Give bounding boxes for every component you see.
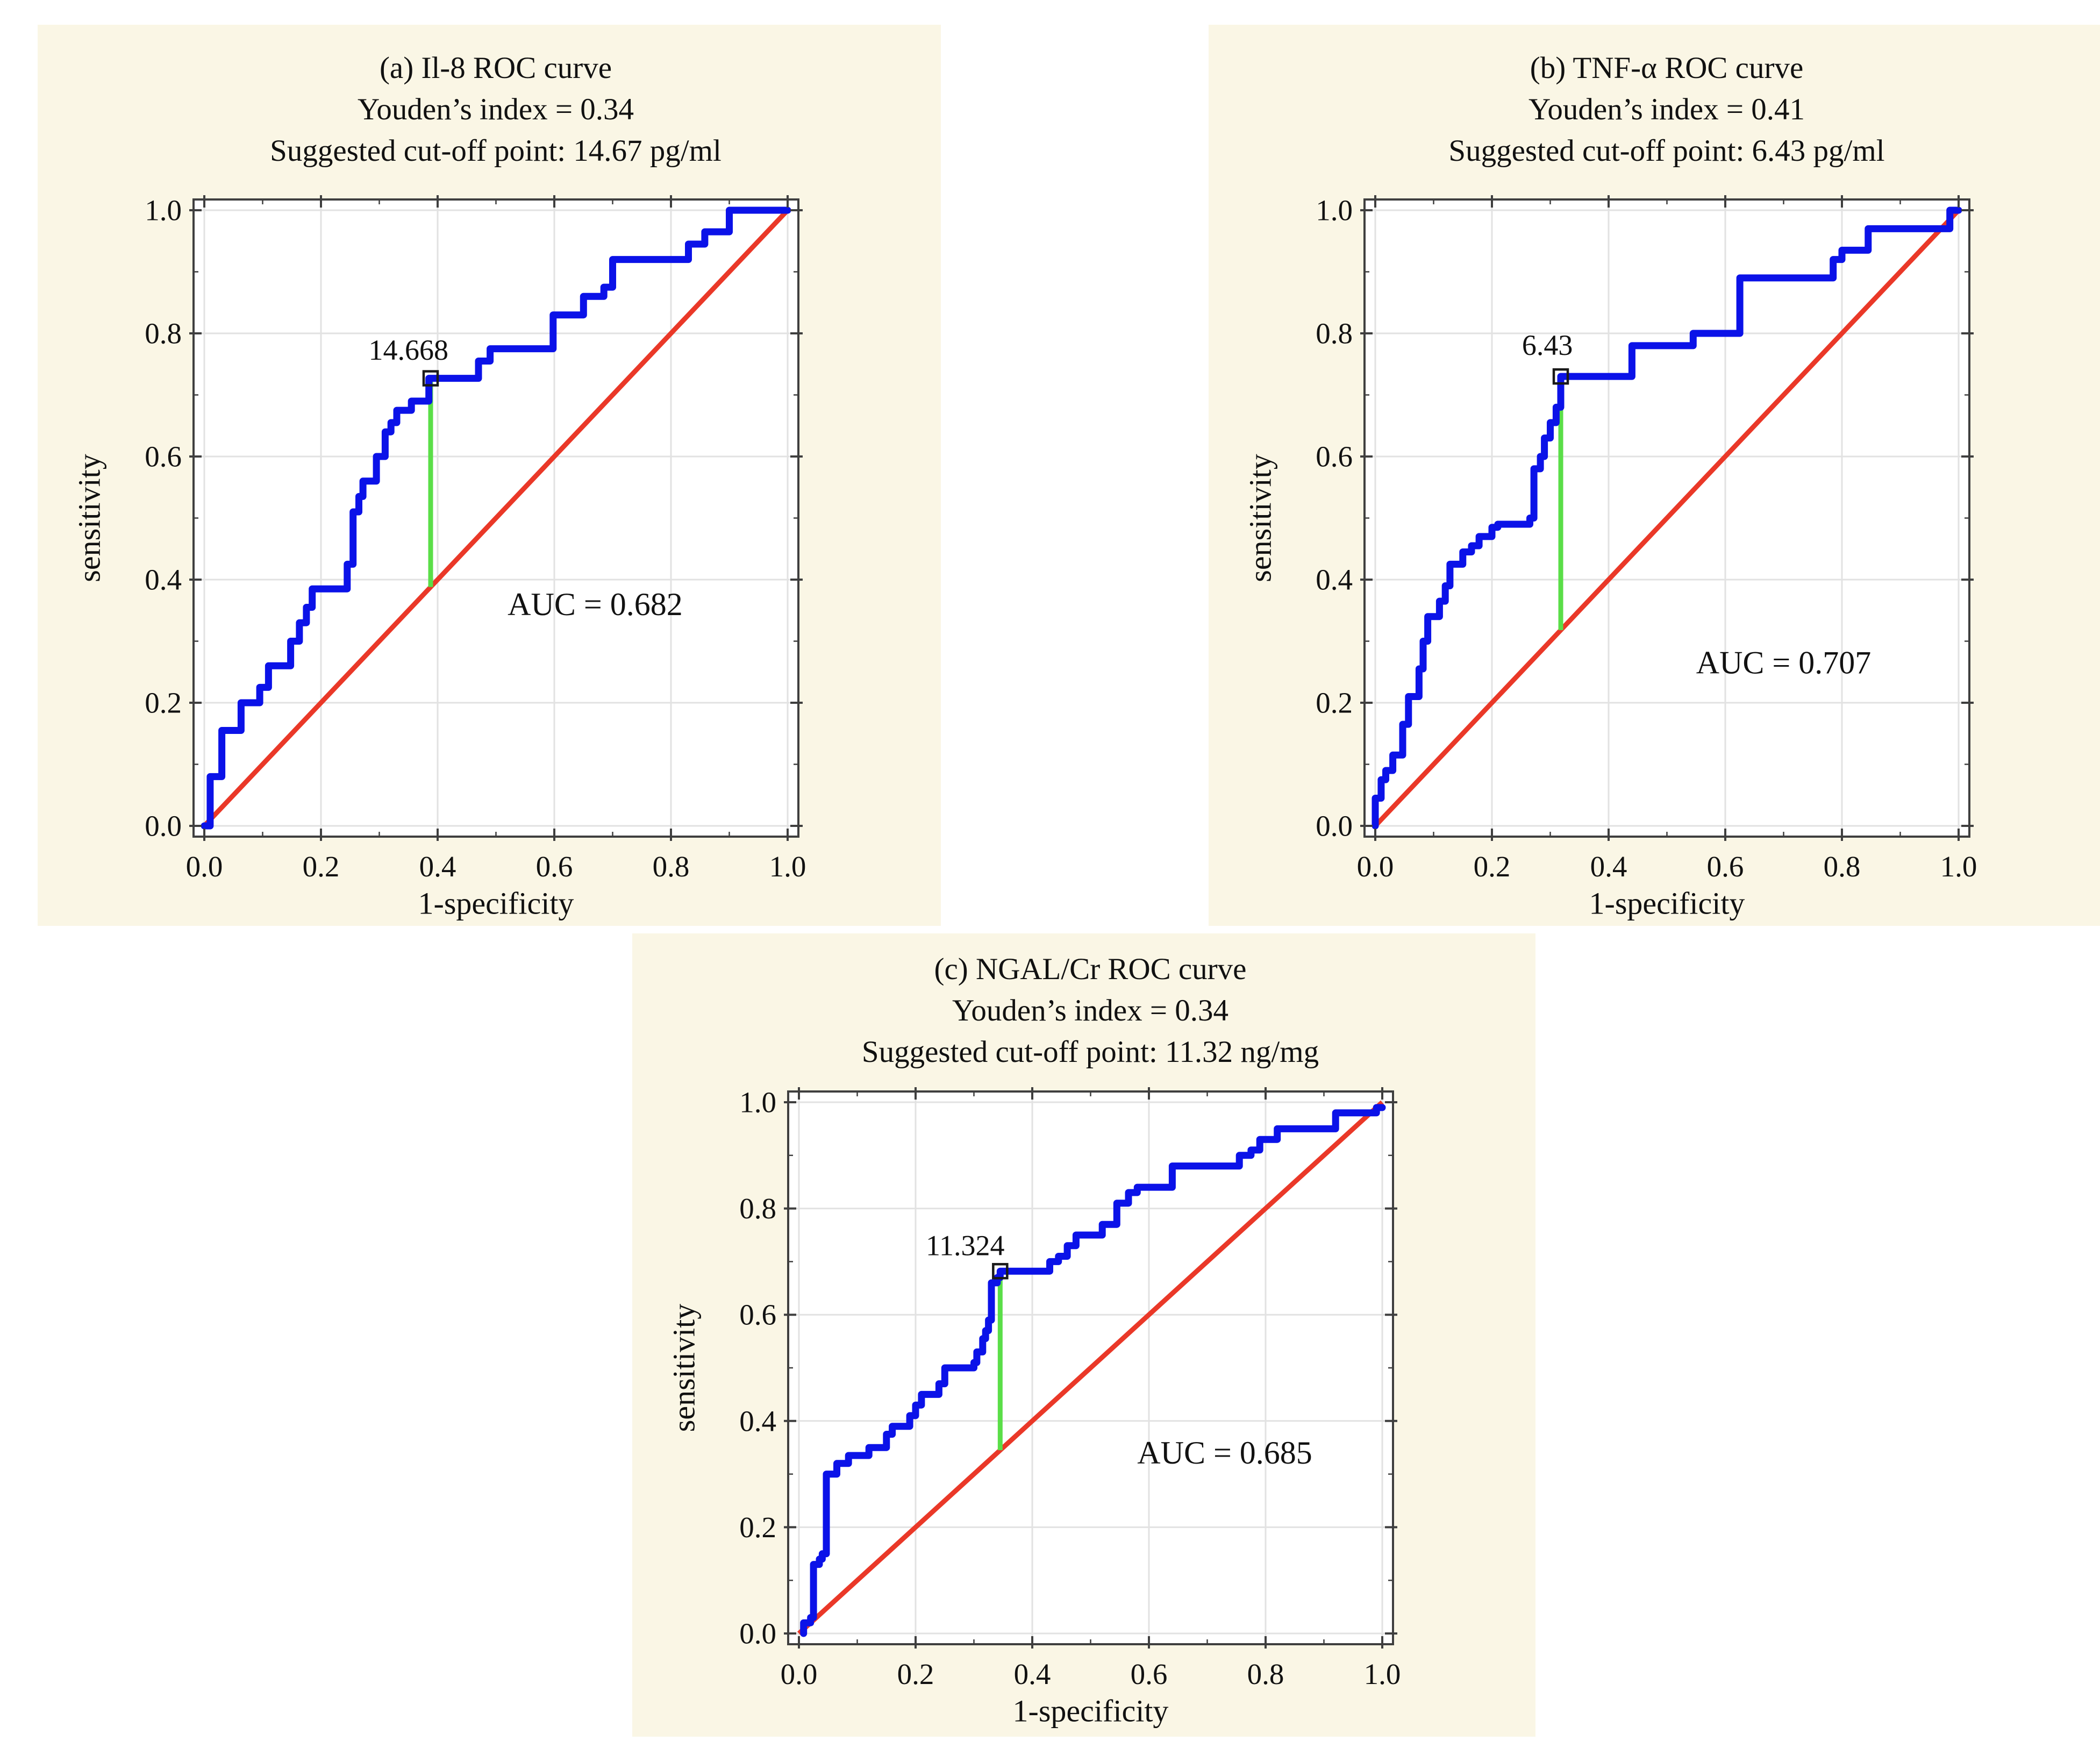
- roc-panel-tnfa: (b) TNF-α ROC curve Youden’s index = 0.4…: [1209, 25, 2100, 926]
- auc-label: AUC = 0.682: [508, 587, 683, 622]
- y-tick-label: 0.8: [1316, 317, 1353, 350]
- chart-subtitle-cutoff: Suggested cut-off point: 6.43 pg/ml: [1448, 134, 1885, 168]
- cutoff-value-label: 14.668: [369, 334, 449, 366]
- auc-label: AUC = 0.707: [1696, 645, 1872, 681]
- cutoff-value-label: 6.43: [1522, 329, 1573, 361]
- y-tick-label: 0.8: [739, 1192, 776, 1225]
- chart-title-block: (c) NGAL/Cr ROC curve Youden’s index = 0…: [645, 948, 1535, 1073]
- x-axis-label: 1-specificity: [1589, 886, 1745, 921]
- x-tick-label: 0.4: [1590, 850, 1627, 883]
- chance-diagonal-line: [797, 1100, 1384, 1636]
- chance-diagonal-line: [1373, 208, 1961, 828]
- chance-diagonal-line: [202, 208, 790, 828]
- x-tick-label: 0.4: [1014, 1658, 1051, 1690]
- roc-chart-ngal-cr: 0.00.0 0.2 0.2 0.4 0.4 0.6 0.6 0.8 0.8 1.0 1.0 1-sp…: [667, 1086, 1401, 1729]
- x-tick-label: 0.8: [1824, 850, 1861, 883]
- x-tick-label: 0.8: [653, 850, 690, 883]
- y-tick-label: 0.8: [145, 317, 182, 350]
- roc-chart-tnfa: 0.00.0 0.2 0.2 0.4 0.4 0.6 0.6 0.8 0.8 1.0 1.0 1-sp…: [1243, 194, 1977, 921]
- y-tick-label: 0.6: [739, 1298, 776, 1331]
- y-tick-label: 1.0: [1316, 194, 1353, 227]
- x-tick-label: 0.8: [1247, 1658, 1284, 1690]
- y-axis-label: sensitivity: [72, 454, 107, 582]
- chart-subtitle-youden: Youden’s index = 0.34: [357, 92, 634, 126]
- chart-subtitle-cutoff: Suggested cut-off point: 11.32 ng/mg: [861, 1035, 1319, 1069]
- roc-panel-ngal-cr: (c) NGAL/Cr ROC curve Youden’s index = 0…: [632, 933, 1535, 1737]
- x-tick-label: 0.0: [186, 850, 223, 883]
- y-tick-label: 0.2: [145, 687, 182, 719]
- y-tick-label: 1.0: [145, 194, 182, 227]
- x-tick-label: 0.2: [897, 1658, 934, 1690]
- chart-subtitle-cutoff: Suggested cut-off point: 14.67 pg/ml: [270, 134, 722, 168]
- y-tick-label: 0.4: [739, 1404, 776, 1437]
- y-tick-label: 0.0: [145, 810, 182, 843]
- x-tick-label: 1.0: [1940, 850, 1977, 883]
- x-tick-label: 0.2: [303, 850, 340, 883]
- x-tick-label: 0.6: [536, 850, 573, 883]
- x-tick-label: 0.0: [781, 1658, 818, 1690]
- cutoff-marker: [422, 370, 439, 387]
- x-tick-label: 0.0: [1357, 850, 1394, 883]
- x-tick-label: 0.4: [419, 850, 456, 883]
- cutoff-value-label: 11.324: [926, 1230, 1005, 1262]
- roc-curve-path: [201, 206, 791, 830]
- y-tick-label: 0.2: [739, 1511, 776, 1544]
- roc-curve-path: [1372, 206, 1962, 830]
- y-axis-label: sensitivity: [1243, 454, 1278, 582]
- chart-title: (b) TNF-α ROC curve: [1530, 51, 1804, 85]
- chart-subtitle-youden: Youden’s index = 0.41: [1528, 92, 1805, 126]
- y-tick-label: 1.0: [739, 1086, 776, 1119]
- auc-label: AUC = 0.685: [1137, 1435, 1312, 1471]
- roc-panel-il8: (a) Il-8 ROC curve Youden’s index = 0.34…: [38, 25, 941, 926]
- cutoff-marker: [992, 1262, 1009, 1280]
- x-tick-label: 1.0: [769, 850, 806, 883]
- y-tick-label: 0.0: [739, 1617, 776, 1650]
- x-tick-label: 0.2: [1474, 850, 1511, 883]
- chart-title-block: (a) Il-8 ROC curve Youden’s index = 0.34…: [51, 47, 941, 172]
- roc-chart-il8: 0.00.0 0.2 0.2 0.4 0.4 0.6 0.6 0.8 0.8 1.0 1.0 1-sp…: [72, 194, 806, 921]
- y-tick-label: 0.6: [1316, 440, 1353, 473]
- roc-curve-path: [800, 1104, 1386, 1637]
- chart-title-block: (b) TNF-α ROC curve Youden’s index = 0.4…: [1222, 47, 2100, 172]
- cutoff-marker: [1552, 368, 1569, 385]
- y-tick-label: 0.4: [1316, 563, 1353, 596]
- y-tick-label: 0.2: [1316, 687, 1353, 719]
- y-axis-label: sensitivity: [667, 1304, 702, 1432]
- x-axis-label: 1-specificity: [418, 886, 574, 921]
- y-tick-label: 0.6: [145, 440, 182, 473]
- chart-subtitle-youden: Youden’s index = 0.34: [952, 994, 1229, 1028]
- chart-title: (c) NGAL/Cr ROC curve: [934, 952, 1247, 986]
- x-axis-label: 1-specificity: [1013, 1694, 1169, 1729]
- x-tick-label: 1.0: [1364, 1658, 1401, 1690]
- y-tick-label: 0.0: [1316, 810, 1353, 843]
- y-tick-label: 0.4: [145, 563, 182, 596]
- x-tick-label: 0.6: [1131, 1658, 1168, 1690]
- chart-title: (a) Il-8 ROC curve: [379, 51, 612, 85]
- x-tick-label: 0.6: [1707, 850, 1744, 883]
